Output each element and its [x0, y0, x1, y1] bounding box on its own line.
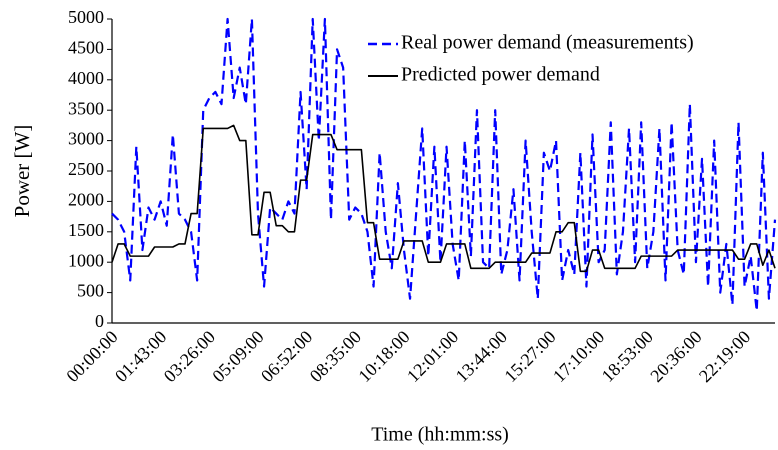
y-tick-label: 4500: [68, 38, 104, 58]
y-axis-title: Power [W]: [10, 125, 34, 218]
x-axis-title: Time (hh:mm:ss): [371, 424, 509, 446]
x-tick-label: 00:00:00: [62, 327, 121, 386]
x-tick-label: 05:09:00: [208, 327, 267, 386]
y-tick-label: 2500: [68, 159, 104, 179]
y-tick-label: 3500: [68, 98, 104, 118]
series-line: [111, 124, 776, 273]
x-tick-label: 15:27:00: [500, 327, 559, 386]
x-tick-label: 03:26:00: [160, 327, 219, 386]
legend-label: Predicted power demand: [401, 64, 600, 86]
series-line: [111, 17, 777, 312]
x-tick-label: 06:52:00: [257, 327, 316, 386]
y-tick-label: 2000: [68, 190, 104, 210]
x-tick-label: 01:43:00: [111, 327, 170, 386]
x-tick-label: 13:44:00: [452, 327, 511, 386]
y-tick-label: 500: [77, 281, 104, 301]
y-tick-label: 3000: [68, 129, 104, 149]
x-tick-label: 18:53:00: [598, 327, 657, 386]
y-tick-label: 0: [95, 311, 104, 331]
x-tick-label: 08:35:00: [306, 327, 365, 386]
y-tick-label: 5000: [68, 7, 104, 27]
x-tick-label: 10:18:00: [354, 327, 413, 386]
legend-label: Real power demand (measurements): [401, 32, 694, 54]
y-tick-label: 1500: [68, 220, 104, 240]
x-tick-label: 12:01:00: [403, 327, 462, 386]
y-tick-label: 1000: [68, 250, 104, 270]
x-tick-label: 22:19:00: [695, 327, 754, 386]
x-tick-label: 17:10:00: [549, 327, 608, 386]
y-tick-label: 4000: [68, 68, 104, 88]
x-tick-label: 20:36:00: [646, 327, 705, 386]
